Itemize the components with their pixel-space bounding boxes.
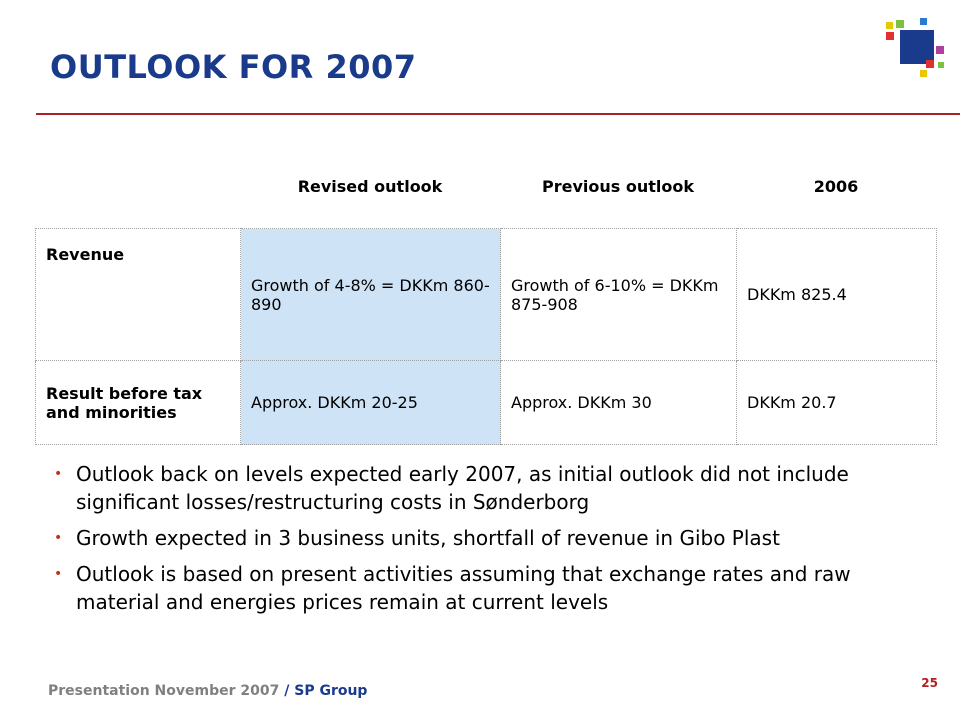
column-header-previous: Previous outlook [542, 177, 694, 196]
bullet-text: Outlook back on levels expected early 20… [76, 462, 849, 514]
bullet-list: • Outlook back on levels expected early 2… [48, 460, 938, 624]
table-row: Revenue Growth of 4-8% = DKKm 860-890 Gr… [35, 228, 937, 361]
cell-2006-revenue: DKKm 825.4 [736, 228, 937, 361]
title-rule [36, 113, 960, 115]
list-item: • Outlook back on levels expected early 2… [48, 460, 938, 516]
table-row: Result before tax and minorities Approx.… [35, 360, 937, 445]
cell-previous-revenue: Growth of 6-10% = DKKm 875-908 [500, 228, 737, 361]
cell-revised-result: Approx. DKKm 20-25 [240, 360, 501, 445]
bullet-dot-icon: • [54, 466, 63, 482]
cell-revised-revenue: Growth of 4-8% = DKKm 860-890 [240, 228, 501, 361]
footer: Presentation November 2007 / SP Group [48, 683, 367, 699]
bullet-dot-icon: • [54, 530, 63, 546]
row-label-result: Result before tax and minorities [35, 360, 241, 445]
row-label-revenue: Revenue [35, 228, 241, 361]
column-header-revised: Revised outlook [297, 177, 443, 196]
page-number: 25 [921, 676, 938, 690]
list-item: • Outlook is based on present activities … [48, 560, 938, 616]
list-item: • Growth expected in 3 business units, sh… [48, 524, 938, 552]
footer-text: Presentation November 2007 [48, 683, 280, 699]
slide-title: OUTLOOK FOR 2007 [50, 48, 417, 86]
company-logo [886, 18, 944, 77]
outlook-table: Revenue Growth of 4-8% = DKKm 860-890 Gr… [35, 228, 937, 445]
footer-separator: / [284, 683, 290, 699]
column-header-2006: 2006 [813, 177, 859, 196]
cell-previous-result: Approx. DKKm 30 [500, 360, 737, 445]
bullet-text: Growth expected in 3 business units, sho… [76, 526, 780, 550]
bullet-dot-icon: • [54, 566, 63, 582]
footer-brand: SP Group [294, 683, 368, 699]
cell-2006-result: DKKm 20.7 [736, 360, 937, 445]
bullet-text: Outlook is based on present activities a… [76, 562, 851, 614]
